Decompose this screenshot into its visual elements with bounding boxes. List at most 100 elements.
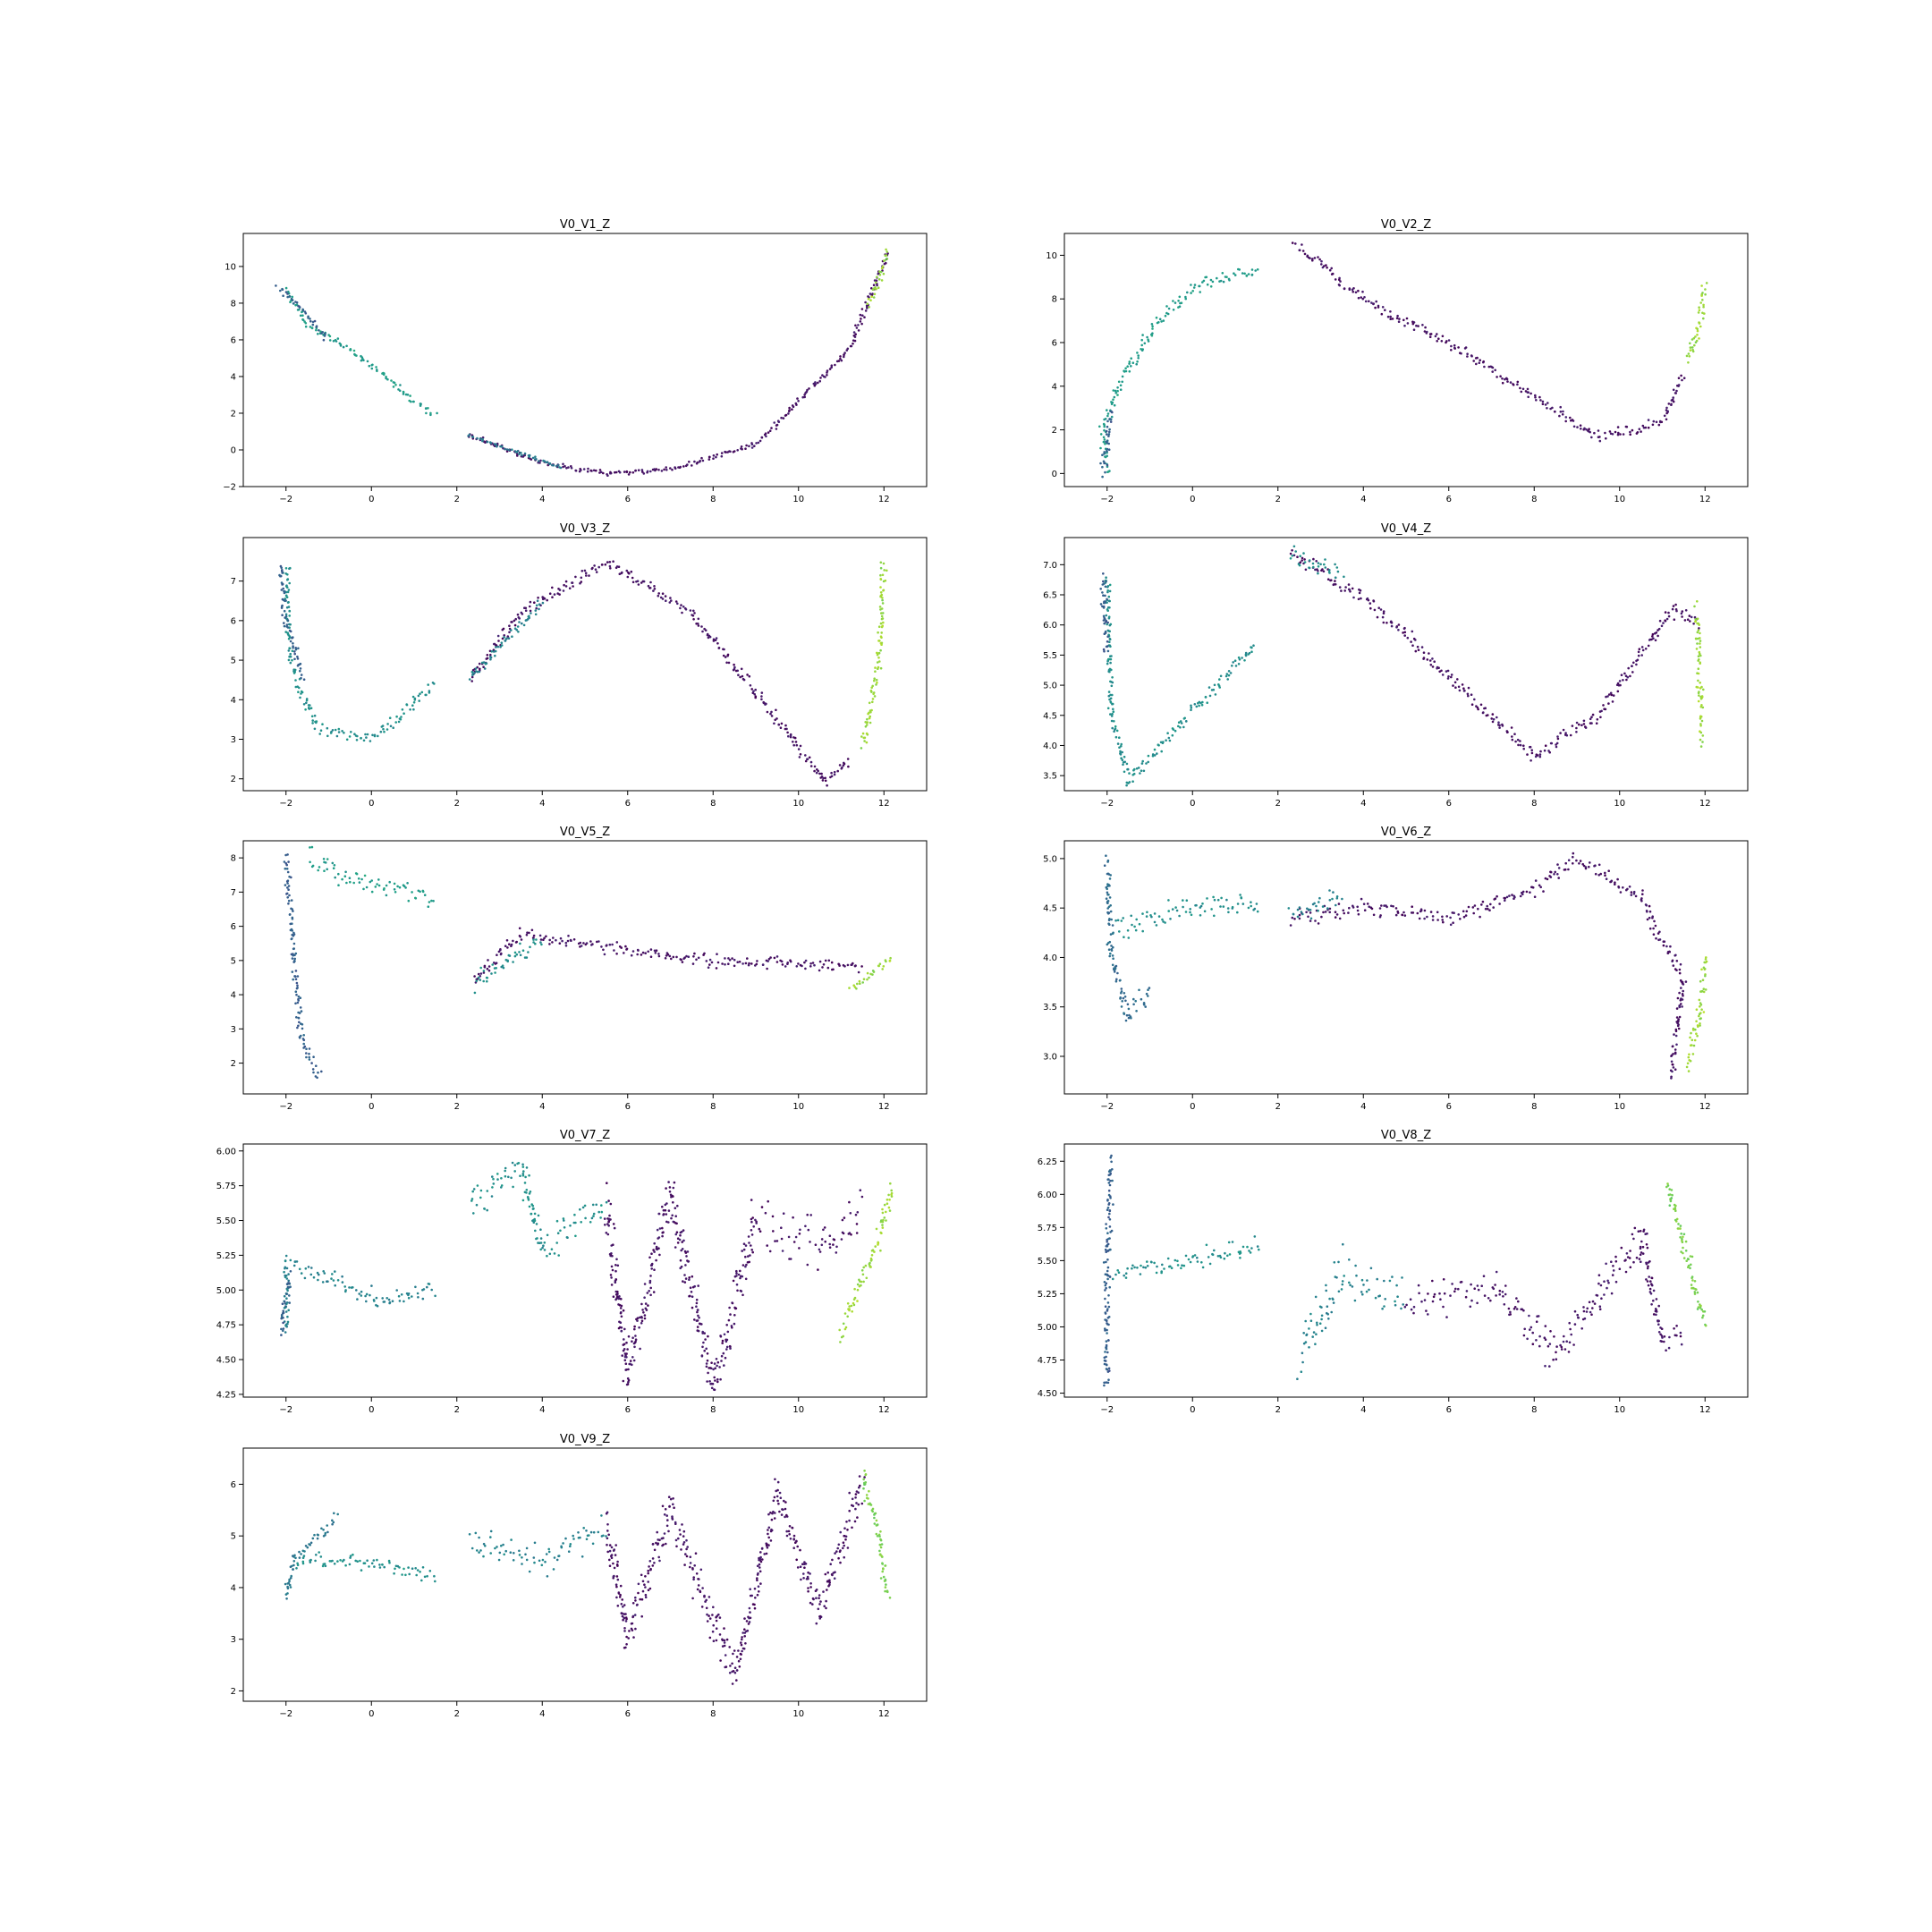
- data-point: [362, 739, 366, 742]
- data-point: [1476, 356, 1479, 360]
- data-point: [1590, 716, 1593, 718]
- data-point: [500, 1544, 503, 1547]
- data-point: [1614, 1255, 1617, 1258]
- data-point: [557, 463, 560, 467]
- data-point: [839, 1341, 842, 1343]
- data-point: [1365, 1290, 1368, 1293]
- data-point: [518, 621, 521, 623]
- data-point: [775, 961, 779, 963]
- data-point: [311, 722, 314, 724]
- data-point: [291, 636, 293, 640]
- data-point: [1414, 649, 1418, 653]
- data-point: [855, 326, 859, 329]
- data-point: [605, 1200, 608, 1204]
- data-point: [1109, 418, 1113, 421]
- data-point: [1417, 648, 1420, 651]
- data-point: [725, 661, 728, 665]
- data-point: [387, 1559, 391, 1563]
- data-point: [1106, 893, 1109, 896]
- data-point: [1541, 402, 1545, 406]
- data-point: [871, 684, 874, 688]
- data-point: [1106, 707, 1110, 710]
- data-point: [1107, 1339, 1110, 1342]
- data-point: [705, 960, 708, 962]
- data-point: [337, 727, 341, 731]
- data-point: [569, 938, 572, 942]
- data-point: [1153, 748, 1157, 751]
- x-tick-label: 0: [369, 1405, 374, 1415]
- data-point: [1676, 996, 1680, 1000]
- data-point: [1127, 936, 1131, 939]
- data-point: [1217, 684, 1221, 687]
- data-point: [531, 456, 535, 460]
- data-point: [741, 1264, 745, 1267]
- data-point: [658, 1227, 662, 1230]
- data-point: [789, 733, 792, 737]
- data-point: [1403, 324, 1406, 327]
- data-point: [1678, 991, 1681, 995]
- data-point: [389, 724, 393, 728]
- data-point: [767, 1199, 769, 1203]
- data-point: [548, 462, 551, 466]
- data-point: [685, 954, 688, 958]
- data-point: [1127, 1016, 1131, 1020]
- data-point: [473, 975, 476, 978]
- data-point: [881, 1208, 884, 1211]
- data-point: [1104, 1327, 1106, 1330]
- data-point: [383, 372, 386, 375]
- data-point: [774, 1240, 776, 1242]
- data-point: [1610, 693, 1614, 697]
- data-point: [1446, 669, 1450, 673]
- data-point: [1675, 1007, 1679, 1010]
- data-point: [879, 566, 883, 570]
- data-point: [881, 265, 885, 268]
- data-point: [1112, 708, 1114, 711]
- data-point: [1208, 1262, 1212, 1266]
- data-point: [826, 784, 828, 787]
- data-point: [1226, 1254, 1229, 1258]
- data-point: [1531, 1331, 1534, 1335]
- data-point: [1341, 1280, 1344, 1283]
- data-point: [1572, 852, 1575, 855]
- data-point: [1704, 988, 1707, 991]
- data-point: [1403, 914, 1407, 917]
- data-point: [285, 1297, 288, 1300]
- data-point: [689, 1294, 691, 1298]
- data-point: [1641, 648, 1645, 652]
- data-point: [1604, 871, 1606, 875]
- data-point: [370, 364, 374, 367]
- data-point: [1405, 317, 1409, 320]
- data-point: [1542, 890, 1545, 893]
- data-point: [1144, 1005, 1147, 1008]
- x-tick-label: 6: [1446, 1102, 1452, 1112]
- data-point: [885, 1219, 887, 1222]
- data-point: [1161, 1263, 1164, 1267]
- data-point: [846, 963, 850, 967]
- data-point: [313, 319, 317, 323]
- data-point: [862, 1266, 865, 1269]
- data-point: [1690, 1275, 1694, 1278]
- data-point: [1121, 375, 1124, 378]
- data-point: [1106, 601, 1108, 604]
- data-point: [281, 614, 284, 616]
- data-point: [1301, 243, 1303, 246]
- data-point: [640, 469, 644, 471]
- data-point: [338, 342, 342, 345]
- x-tick-label: 6: [625, 1102, 631, 1112]
- data-point: [1682, 1235, 1684, 1239]
- data-point: [830, 366, 833, 369]
- data-point: [542, 597, 546, 599]
- data-point: [309, 704, 311, 707]
- data-point: [786, 962, 789, 965]
- data-point: [605, 1232, 608, 1234]
- data-point: [1201, 902, 1204, 905]
- data-point: [1519, 894, 1522, 898]
- data-point: [305, 699, 309, 702]
- data-point: [284, 599, 286, 603]
- data-point: [754, 696, 757, 699]
- data-point: [1440, 340, 1444, 343]
- data-point: [1702, 990, 1706, 994]
- data-point: [584, 572, 588, 574]
- data-point: [468, 1533, 471, 1536]
